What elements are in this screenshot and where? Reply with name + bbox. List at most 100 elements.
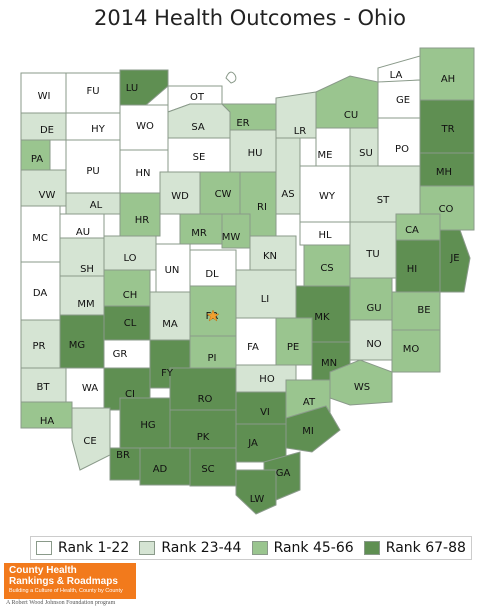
logo-line-3: Building a Culture of Health, County by … bbox=[9, 588, 123, 594]
county-label-ce: CE bbox=[83, 436, 96, 447]
county-label-co: CO bbox=[439, 204, 454, 215]
legend-swatch bbox=[139, 541, 156, 555]
legend-item: Rank 67-88 bbox=[363, 540, 466, 556]
county-label-vi: VI bbox=[260, 407, 270, 418]
county-label-fy: FY bbox=[161, 368, 174, 379]
county-label-st: ST bbox=[377, 195, 390, 206]
county-ja bbox=[235, 423, 287, 463]
county-label-ot: OT bbox=[190, 92, 205, 103]
county-label-cw: CW bbox=[215, 189, 232, 200]
county-label-wo: WO bbox=[136, 121, 154, 132]
logo-line-1: County Health bbox=[9, 565, 77, 576]
county-label-mi: MI bbox=[302, 426, 314, 437]
county-label-je: JE bbox=[449, 253, 459, 264]
county-label-ga: GA bbox=[276, 468, 291, 479]
county-label-ho: HO bbox=[259, 374, 275, 385]
county-label-kn: KN bbox=[263, 251, 277, 262]
county-as bbox=[275, 137, 301, 215]
chr-logo: County Health Rankings & Roadmaps Buildi… bbox=[4, 563, 136, 599]
map-title: 2014 Health Outcomes - Ohio bbox=[94, 6, 406, 30]
county-mo bbox=[391, 329, 441, 373]
county-hi bbox=[395, 239, 441, 293]
county-label-de: DE bbox=[40, 125, 54, 136]
county-label-hi: HI bbox=[407, 264, 417, 275]
legend-item: Rank 45-66 bbox=[251, 540, 354, 556]
county-label-lo: LO bbox=[123, 253, 136, 264]
county-label-cu: CU bbox=[344, 110, 358, 121]
county-dl bbox=[189, 249, 237, 287]
county-label-dl: DL bbox=[205, 269, 219, 280]
county-label-cl: CL bbox=[124, 318, 137, 329]
legend-label: Rank 45-66 bbox=[273, 540, 354, 556]
county-label-mr: MR bbox=[191, 228, 207, 239]
county-label-mn: MN bbox=[321, 358, 337, 369]
county-label-lw: LW bbox=[250, 494, 265, 505]
county-label-mm: MM bbox=[77, 299, 94, 310]
county-label-pe: PE bbox=[287, 342, 299, 353]
county-label-ca: CA bbox=[405, 225, 419, 236]
county-label-cs: CS bbox=[320, 263, 333, 274]
county-label-fu: FU bbox=[86, 86, 99, 97]
county-label-mk: MK bbox=[314, 312, 330, 323]
county-label-hl: HL bbox=[318, 230, 332, 241]
legend: Rank 1-22 Rank 23-44 Rank 45-66 Rank 67-88 bbox=[30, 536, 472, 560]
county-label-hg: HG bbox=[140, 420, 155, 431]
county-label-al: AL bbox=[90, 200, 103, 211]
county-label-wy: WY bbox=[319, 191, 336, 202]
legend-swatch bbox=[363, 541, 380, 555]
county-label-hu: HU bbox=[248, 148, 263, 159]
county-label-gu: GU bbox=[366, 303, 381, 314]
county-label-pu: PU bbox=[86, 166, 99, 177]
county-label-mh: MH bbox=[436, 167, 452, 178]
legend-swatch bbox=[251, 541, 268, 555]
legend-label: Rank 67-88 bbox=[385, 540, 466, 556]
county-label-ch: CH bbox=[123, 290, 138, 301]
county-be bbox=[391, 291, 441, 331]
county-label-mw: MW bbox=[222, 232, 241, 243]
legend-label: Rank 1-22 bbox=[58, 540, 130, 556]
county-label-wi: WI bbox=[38, 91, 51, 102]
county-label-wd: WD bbox=[171, 191, 189, 202]
county-label-tu: TU bbox=[365, 249, 379, 260]
county-label-su: SU bbox=[359, 148, 373, 159]
county-label-sa: SA bbox=[191, 122, 205, 133]
legend-label: Rank 23-44 bbox=[161, 540, 242, 556]
county-label-pr: PR bbox=[33, 341, 46, 352]
county-label-gr: GR bbox=[113, 349, 128, 360]
county-label-la: LA bbox=[390, 70, 403, 81]
county-label-lr: LR bbox=[294, 126, 307, 137]
county-ce bbox=[71, 407, 111, 471]
county-label-ha: HA bbox=[40, 416, 55, 427]
county-hr bbox=[119, 192, 161, 237]
county-label-mo: MO bbox=[403, 344, 420, 355]
county-label-pk: PK bbox=[197, 432, 210, 443]
county-su bbox=[349, 127, 379, 167]
capital-star-icon bbox=[206, 309, 220, 322]
county-label-un: UN bbox=[165, 265, 180, 276]
county-po bbox=[377, 117, 421, 167]
county-label-be: BE bbox=[417, 305, 430, 316]
county-label-ad: AD bbox=[153, 464, 168, 475]
logo-line-2: Rankings & Roadmaps bbox=[9, 576, 118, 587]
county-label-bt: BT bbox=[37, 382, 51, 393]
county-label-wa: WA bbox=[82, 383, 98, 394]
county-ma bbox=[149, 291, 191, 341]
county-label-hn: HN bbox=[136, 168, 151, 179]
county-label-no: NO bbox=[366, 339, 381, 350]
county-label-ri: RI bbox=[257, 202, 267, 213]
county-label-as: AS bbox=[281, 189, 294, 200]
county-label-ro: RO bbox=[198, 394, 213, 405]
county-label-ci: CI bbox=[125, 389, 135, 400]
county-label-au: AU bbox=[76, 227, 90, 238]
county-label-li: LI bbox=[261, 294, 270, 305]
county-label-sc: SC bbox=[201, 464, 214, 475]
legend-swatch bbox=[36, 541, 53, 555]
footer-credit: A Robert Wood Johnson Foundation program bbox=[6, 600, 116, 606]
county-label-ge: GE bbox=[396, 95, 410, 106]
county-lw bbox=[235, 469, 277, 515]
county-label-er: ER bbox=[236, 118, 249, 129]
county-label-lu: LU bbox=[126, 83, 138, 94]
county-label-hy: HY bbox=[91, 124, 106, 135]
